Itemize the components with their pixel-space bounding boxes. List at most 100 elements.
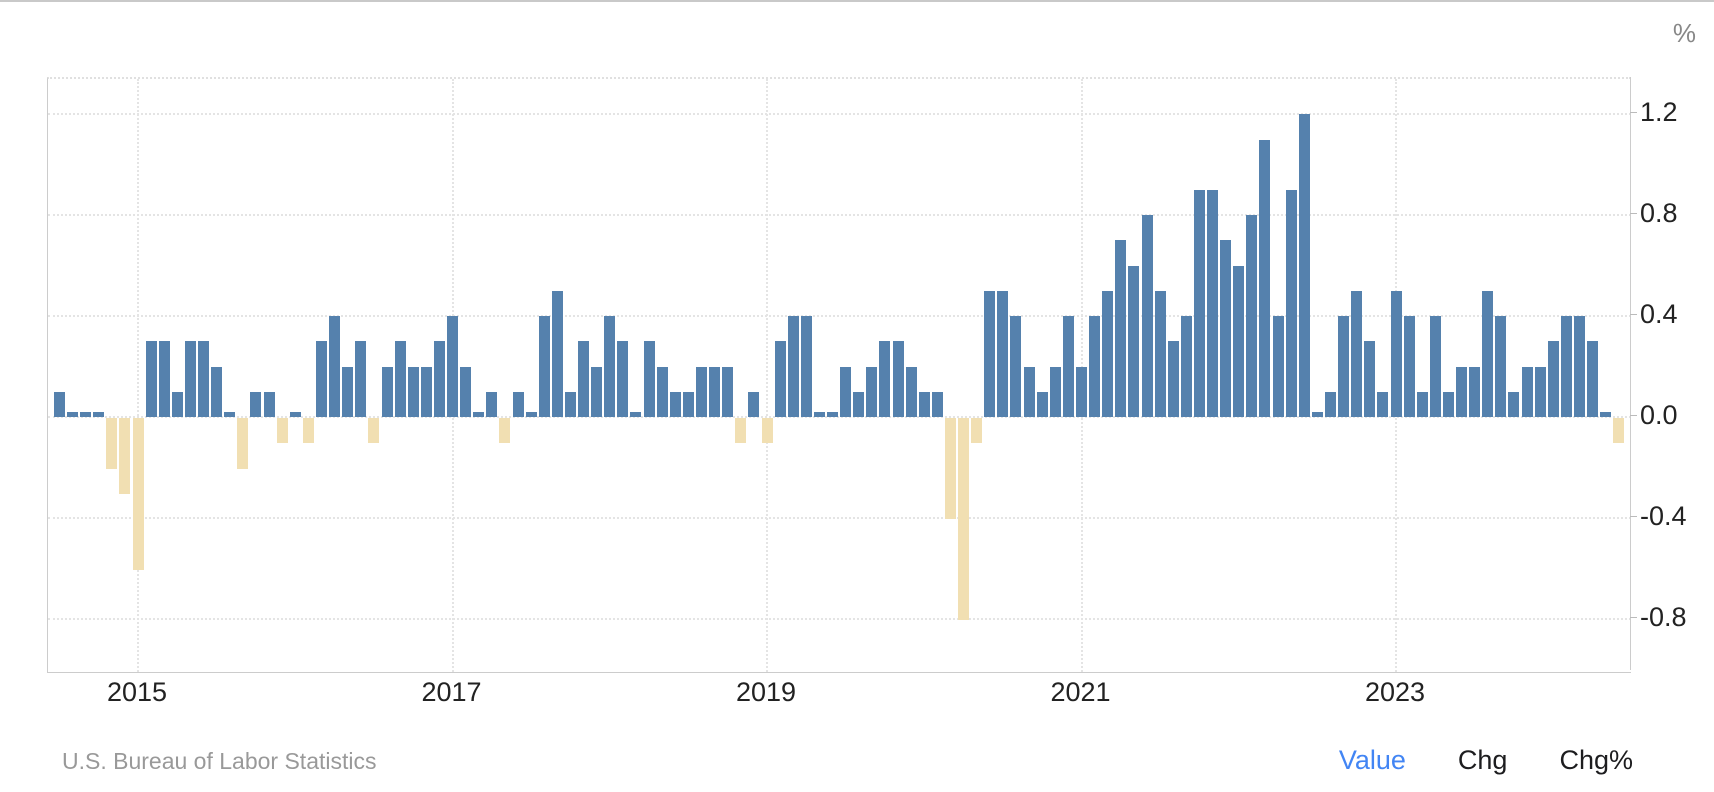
bar-2018-04[interactable] (643, 341, 655, 418)
bar-2016-05[interactable] (342, 366, 354, 418)
bar-2015-02[interactable] (145, 341, 157, 418)
bar-2017-12[interactable] (591, 366, 603, 418)
bar-2016-07[interactable] (368, 418, 380, 444)
bar-2016-10[interactable] (407, 366, 419, 418)
bar-2021-02[interactable] (1089, 316, 1101, 418)
bar-2021-01[interactable] (1076, 366, 1087, 418)
bar-2020-04[interactable] (958, 418, 970, 620)
bar-2023-07[interactable] (1469, 366, 1481, 418)
bar-2022-02[interactable] (1246, 215, 1258, 418)
bar-2024-06[interactable] (1613, 418, 1625, 444)
bar-2014-11[interactable] (106, 418, 118, 469)
bar-2023-01[interactable] (1390, 290, 1402, 418)
bar-2015-04[interactable] (171, 391, 183, 418)
bar-2015-07[interactable] (211, 366, 223, 418)
bar-2017-04[interactable] (486, 391, 498, 418)
bar-2016-02[interactable] (302, 418, 314, 444)
bar-2022-07[interactable] (1311, 412, 1323, 418)
bar-2023-09[interactable] (1495, 316, 1507, 418)
bar-2018-02[interactable] (617, 341, 629, 418)
bar-2019-01[interactable] (761, 418, 773, 444)
view-link-chgpct[interactable]: Chg% (1559, 745, 1633, 775)
bar-2019-05[interactable] (813, 412, 825, 418)
bar-2018-06[interactable] (669, 391, 681, 418)
bar-2022-01[interactable] (1233, 265, 1245, 418)
bar-2019-07[interactable] (840, 366, 852, 418)
bar-2023-05[interactable] (1442, 391, 1454, 418)
bar-2020-07[interactable] (997, 290, 1009, 418)
bar-2016-01[interactable] (289, 412, 301, 418)
bar-2017-08[interactable] (538, 316, 550, 418)
bar-2014-07[interactable] (53, 391, 65, 418)
bar-2015-11[interactable] (263, 391, 275, 418)
bar-2018-05[interactable] (656, 366, 668, 418)
bar-2022-03[interactable] (1259, 139, 1271, 418)
bar-2020-05[interactable] (971, 418, 983, 444)
bar-2015-03[interactable] (158, 341, 170, 418)
bar-2018-10[interactable] (722, 366, 734, 418)
bar-2016-06[interactable] (355, 341, 367, 418)
bar-2022-06[interactable] (1298, 114, 1310, 418)
bar-2022-04[interactable] (1272, 316, 1284, 418)
bar-2014-10[interactable] (93, 412, 105, 418)
bar-2017-10[interactable] (564, 391, 576, 418)
view-link-chg[interactable]: Chg (1457, 745, 1508, 775)
bar-2017-09[interactable] (551, 290, 563, 418)
bar-2017-11[interactable] (578, 341, 590, 418)
bar-2015-06[interactable] (198, 341, 210, 418)
bar-2020-08[interactable] (1010, 316, 1022, 418)
bar-2021-11[interactable] (1207, 190, 1219, 418)
bar-2020-02[interactable] (931, 391, 943, 418)
bar-2024-03[interactable] (1573, 316, 1585, 418)
bar-2022-12[interactable] (1377, 391, 1389, 418)
bar-2017-07[interactable] (525, 412, 537, 418)
bar-2021-10[interactable] (1193, 190, 1205, 418)
bar-2019-06[interactable] (827, 412, 839, 418)
bar-2019-04[interactable] (800, 316, 812, 418)
bar-2021-05[interactable] (1128, 265, 1140, 418)
bar-2017-06[interactable] (512, 391, 524, 418)
bar-2020-10[interactable] (1036, 391, 1048, 418)
bar-2017-02[interactable] (460, 366, 472, 418)
bar-2023-11[interactable] (1521, 366, 1533, 418)
bar-2021-04[interactable] (1115, 240, 1127, 418)
bar-2017-01[interactable] (447, 316, 459, 418)
bar-2021-09[interactable] (1180, 316, 1192, 418)
bar-2023-06[interactable] (1456, 366, 1468, 418)
bar-2016-11[interactable] (420, 366, 432, 418)
bar-2024-05[interactable] (1600, 412, 1612, 418)
bar-2016-09[interactable] (394, 341, 406, 418)
bar-2020-09[interactable] (1023, 366, 1035, 418)
bar-2019-03[interactable] (787, 316, 799, 418)
bar-2023-12[interactable] (1534, 366, 1546, 418)
bar-2016-04[interactable] (329, 316, 341, 418)
bar-2016-12[interactable] (433, 341, 445, 418)
bar-2023-10[interactable] (1508, 391, 1520, 418)
bar-2014-09[interactable] (80, 412, 92, 418)
bar-2017-03[interactable] (473, 412, 485, 418)
bar-2018-08[interactable] (695, 366, 707, 418)
bar-2015-01[interactable] (132, 418, 144, 570)
bar-2019-08[interactable] (853, 391, 865, 418)
bar-2019-12[interactable] (905, 366, 917, 418)
bar-2015-12[interactable] (276, 418, 288, 444)
bar-2018-01[interactable] (604, 316, 616, 418)
bar-2017-05[interactable] (499, 418, 511, 444)
bar-2018-07[interactable] (682, 391, 694, 418)
bar-2023-03[interactable] (1416, 391, 1428, 418)
bar-2020-12[interactable] (1062, 316, 1074, 418)
bar-2016-03[interactable] (315, 341, 327, 418)
bar-2015-10[interactable] (250, 391, 262, 418)
bar-2018-09[interactable] (709, 366, 721, 418)
view-link-value[interactable]: Value (1338, 745, 1406, 775)
bar-2019-09[interactable] (866, 366, 878, 418)
bar-2024-01[interactable] (1547, 341, 1559, 418)
bar-2021-12[interactable] (1220, 240, 1232, 418)
bar-2015-09[interactable] (237, 418, 249, 469)
bar-2021-07[interactable] (1154, 290, 1166, 418)
bar-2021-03[interactable] (1102, 290, 1114, 418)
bar-2023-02[interactable] (1403, 316, 1415, 418)
bar-2018-11[interactable] (735, 418, 747, 444)
bar-2023-04[interactable] (1429, 316, 1441, 418)
bar-2022-09[interactable] (1338, 316, 1350, 418)
